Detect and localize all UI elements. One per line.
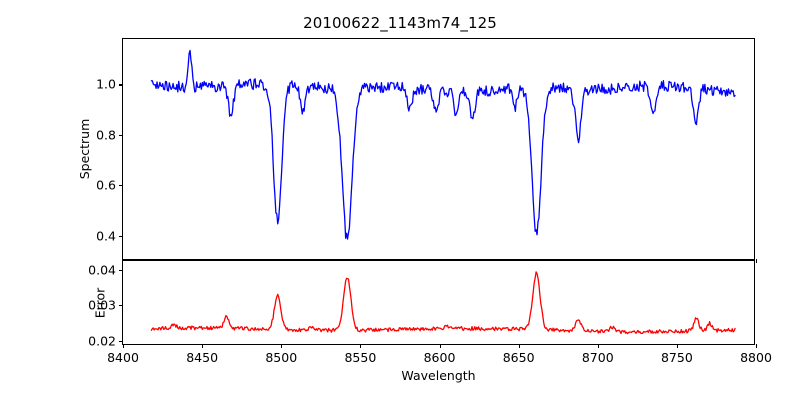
error-y-tick-label: 0.04 xyxy=(88,262,116,278)
x-tick-label: 8750 xyxy=(660,350,693,365)
x-axis-label: Wavelength xyxy=(401,368,476,383)
error-y-tick xyxy=(119,269,123,271)
x-tick-label: 8650 xyxy=(502,350,535,365)
error-plot-area xyxy=(123,261,754,344)
error-y-tick-label: 0.02 xyxy=(88,333,116,349)
spectrum-y-tick xyxy=(119,84,123,86)
error-x-tick xyxy=(756,344,758,348)
x-tick-label: 8800 xyxy=(740,350,772,365)
error-x-tick xyxy=(518,344,520,348)
spectrum-y-tick-label: 0.8 xyxy=(96,127,116,143)
error-x-tick xyxy=(597,344,599,348)
error-x-tick xyxy=(202,344,204,348)
error-y-tick xyxy=(119,305,123,307)
spectrum-x-tick xyxy=(756,259,758,263)
spectrum-y-tick xyxy=(119,235,123,237)
x-tick-label: 8500 xyxy=(265,350,298,365)
spectrum-y-axis-label: Spectrum xyxy=(77,118,93,180)
spectrum-panel: Spectrum 0.4 0.6 0.8 1.0 xyxy=(77,38,758,263)
x-tick-label: 8600 xyxy=(423,350,456,365)
spectrum-y-tick-label: 0.6 xyxy=(96,177,116,193)
error-x-tick xyxy=(123,344,125,348)
error-x-tick xyxy=(439,344,441,348)
error-y-tick-label: 0.03 xyxy=(88,297,116,313)
error-y-tick xyxy=(119,340,123,342)
spectrum-line xyxy=(151,50,735,239)
error-panel: Error 0.02 0.03 0.04 8400 8450 8500 8550 8600 8… xyxy=(88,260,772,383)
spectrum-y-tick-label: 1.0 xyxy=(96,76,116,92)
chart-title: 20100622_1143m74_125 xyxy=(303,14,497,32)
x-tick-label: 8400 xyxy=(107,350,139,365)
spectrum-plot-area xyxy=(123,39,754,259)
error-x-tick xyxy=(360,344,362,348)
x-tick-label: 8550 xyxy=(344,350,377,365)
spectrum-y-tick xyxy=(119,185,123,187)
x-tick-label: 8450 xyxy=(186,350,219,365)
spectrum-y-tick xyxy=(119,134,123,136)
spectrum-y-tick-label: 0.4 xyxy=(96,228,116,244)
error-x-tick xyxy=(676,344,678,348)
x-tick-label: 8700 xyxy=(581,350,614,365)
error-line xyxy=(151,272,735,334)
error-x-tick xyxy=(281,344,283,348)
